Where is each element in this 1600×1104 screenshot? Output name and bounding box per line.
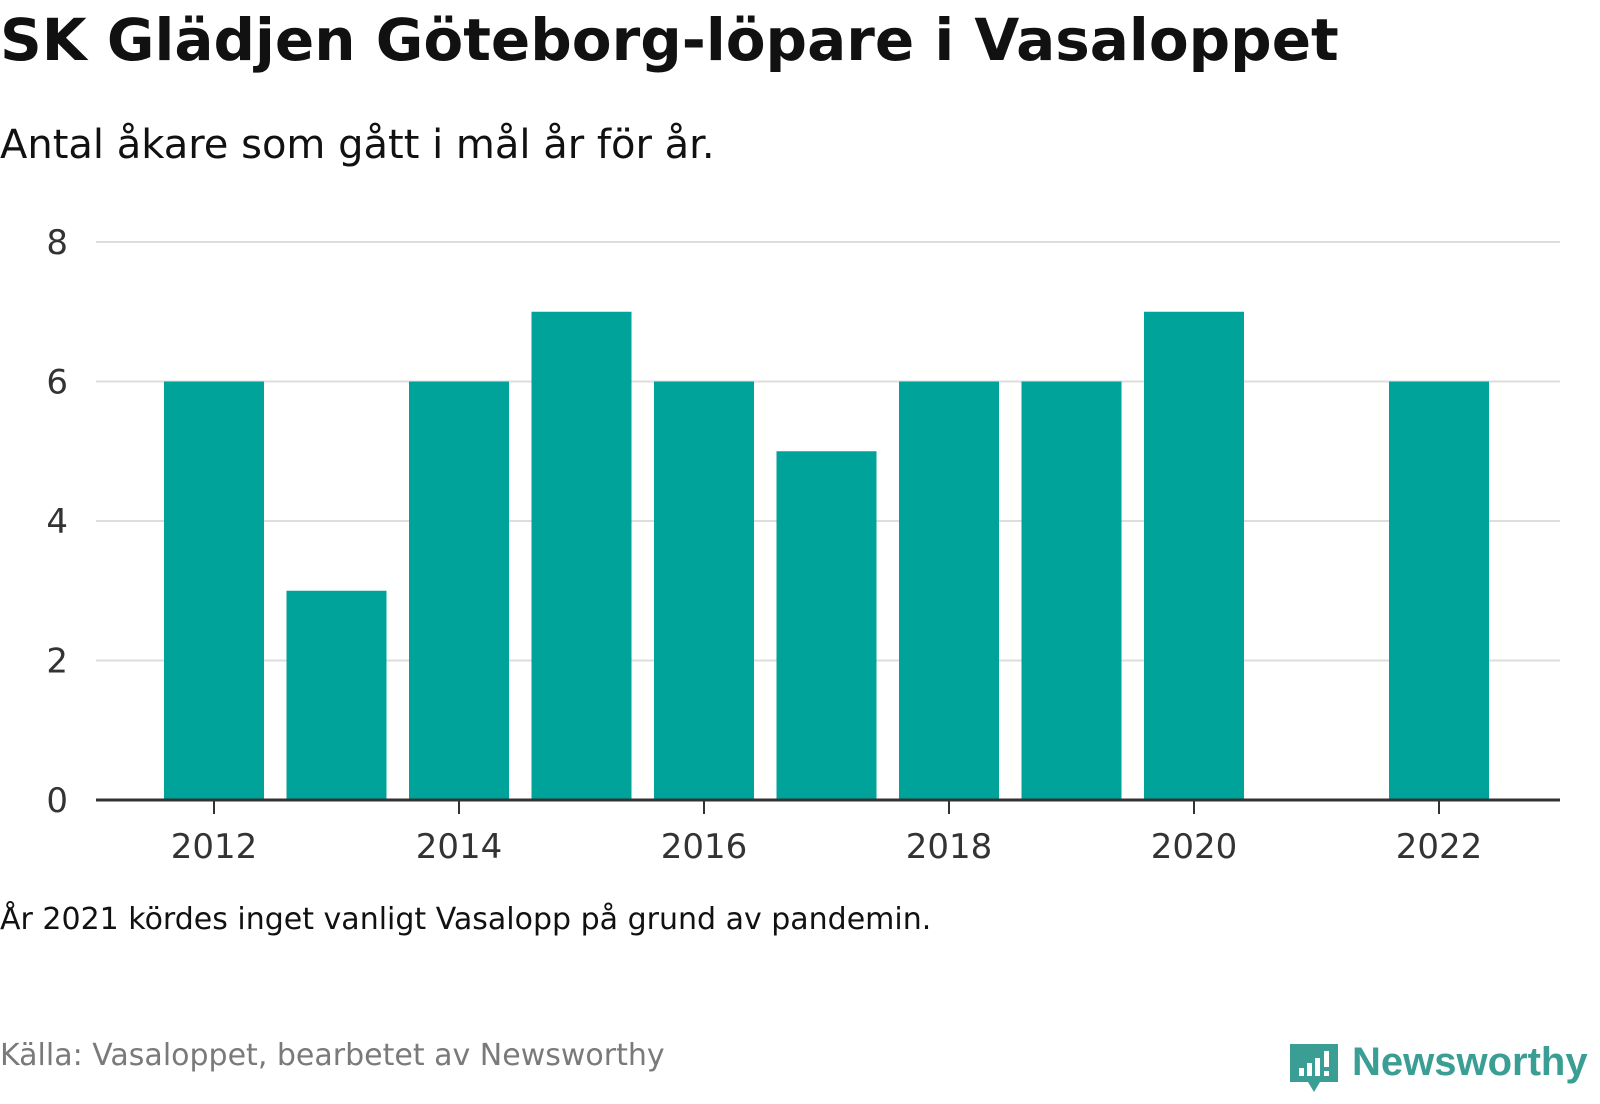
x-axis-ticks: 2012 2014 2016 2018 2020 2022 — [171, 800, 1483, 867]
bar-2017 — [776, 451, 877, 800]
x-tick-label-2020: 2020 — [1151, 827, 1238, 867]
x-tick-label-2012: 2012 — [171, 827, 258, 867]
newsworthy-logo-icon — [1290, 1044, 1338, 1092]
source-line: Källa: Vasaloppet, bearbetet av Newswort… — [0, 1038, 665, 1073]
y-tick-label-4: 4 — [46, 502, 68, 542]
x-tick-label-2018: 2018 — [906, 827, 993, 867]
bar-chart: 2012 2014 2016 2018 2020 2022 0 2 4 6 8 — [46, 223, 1560, 867]
y-tick-label-0: 0 — [46, 781, 68, 821]
bar-2018 — [899, 381, 999, 800]
bar-2012 — [164, 381, 264, 800]
y-tick-label-6: 6 — [46, 363, 68, 403]
newsworthy-brand: Newsworthy — [1290, 1040, 1600, 1104]
chart-title: SK Glädjen Göteborg-löpare i Vasaloppet — [0, 6, 1339, 74]
bar-2019 — [1021, 381, 1122, 800]
footnote: År 2021 kördes inget vanligt Vasalopp på… — [0, 902, 932, 937]
x-tick-label-2022: 2022 — [1396, 827, 1483, 867]
y-axis-labels: 0 2 4 6 8 — [46, 223, 68, 821]
bar-2014 — [409, 381, 509, 800]
brand-name: Newsworthy — [1352, 1040, 1588, 1084]
bars — [164, 311, 1489, 800]
x-tick-label-2014: 2014 — [416, 827, 503, 867]
bar-2015 — [531, 311, 632, 800]
bar-2016 — [654, 381, 754, 800]
y-tick-label-8: 8 — [46, 223, 68, 263]
bar-2013 — [286, 590, 387, 800]
chart-subtitle: Antal åkare som gått i mål år för år. — [0, 122, 715, 168]
bar-2022 — [1389, 381, 1489, 800]
x-tick-label-2016: 2016 — [661, 827, 748, 867]
y-tick-label-2: 2 — [46, 642, 68, 682]
bar-2020 — [1144, 311, 1244, 800]
